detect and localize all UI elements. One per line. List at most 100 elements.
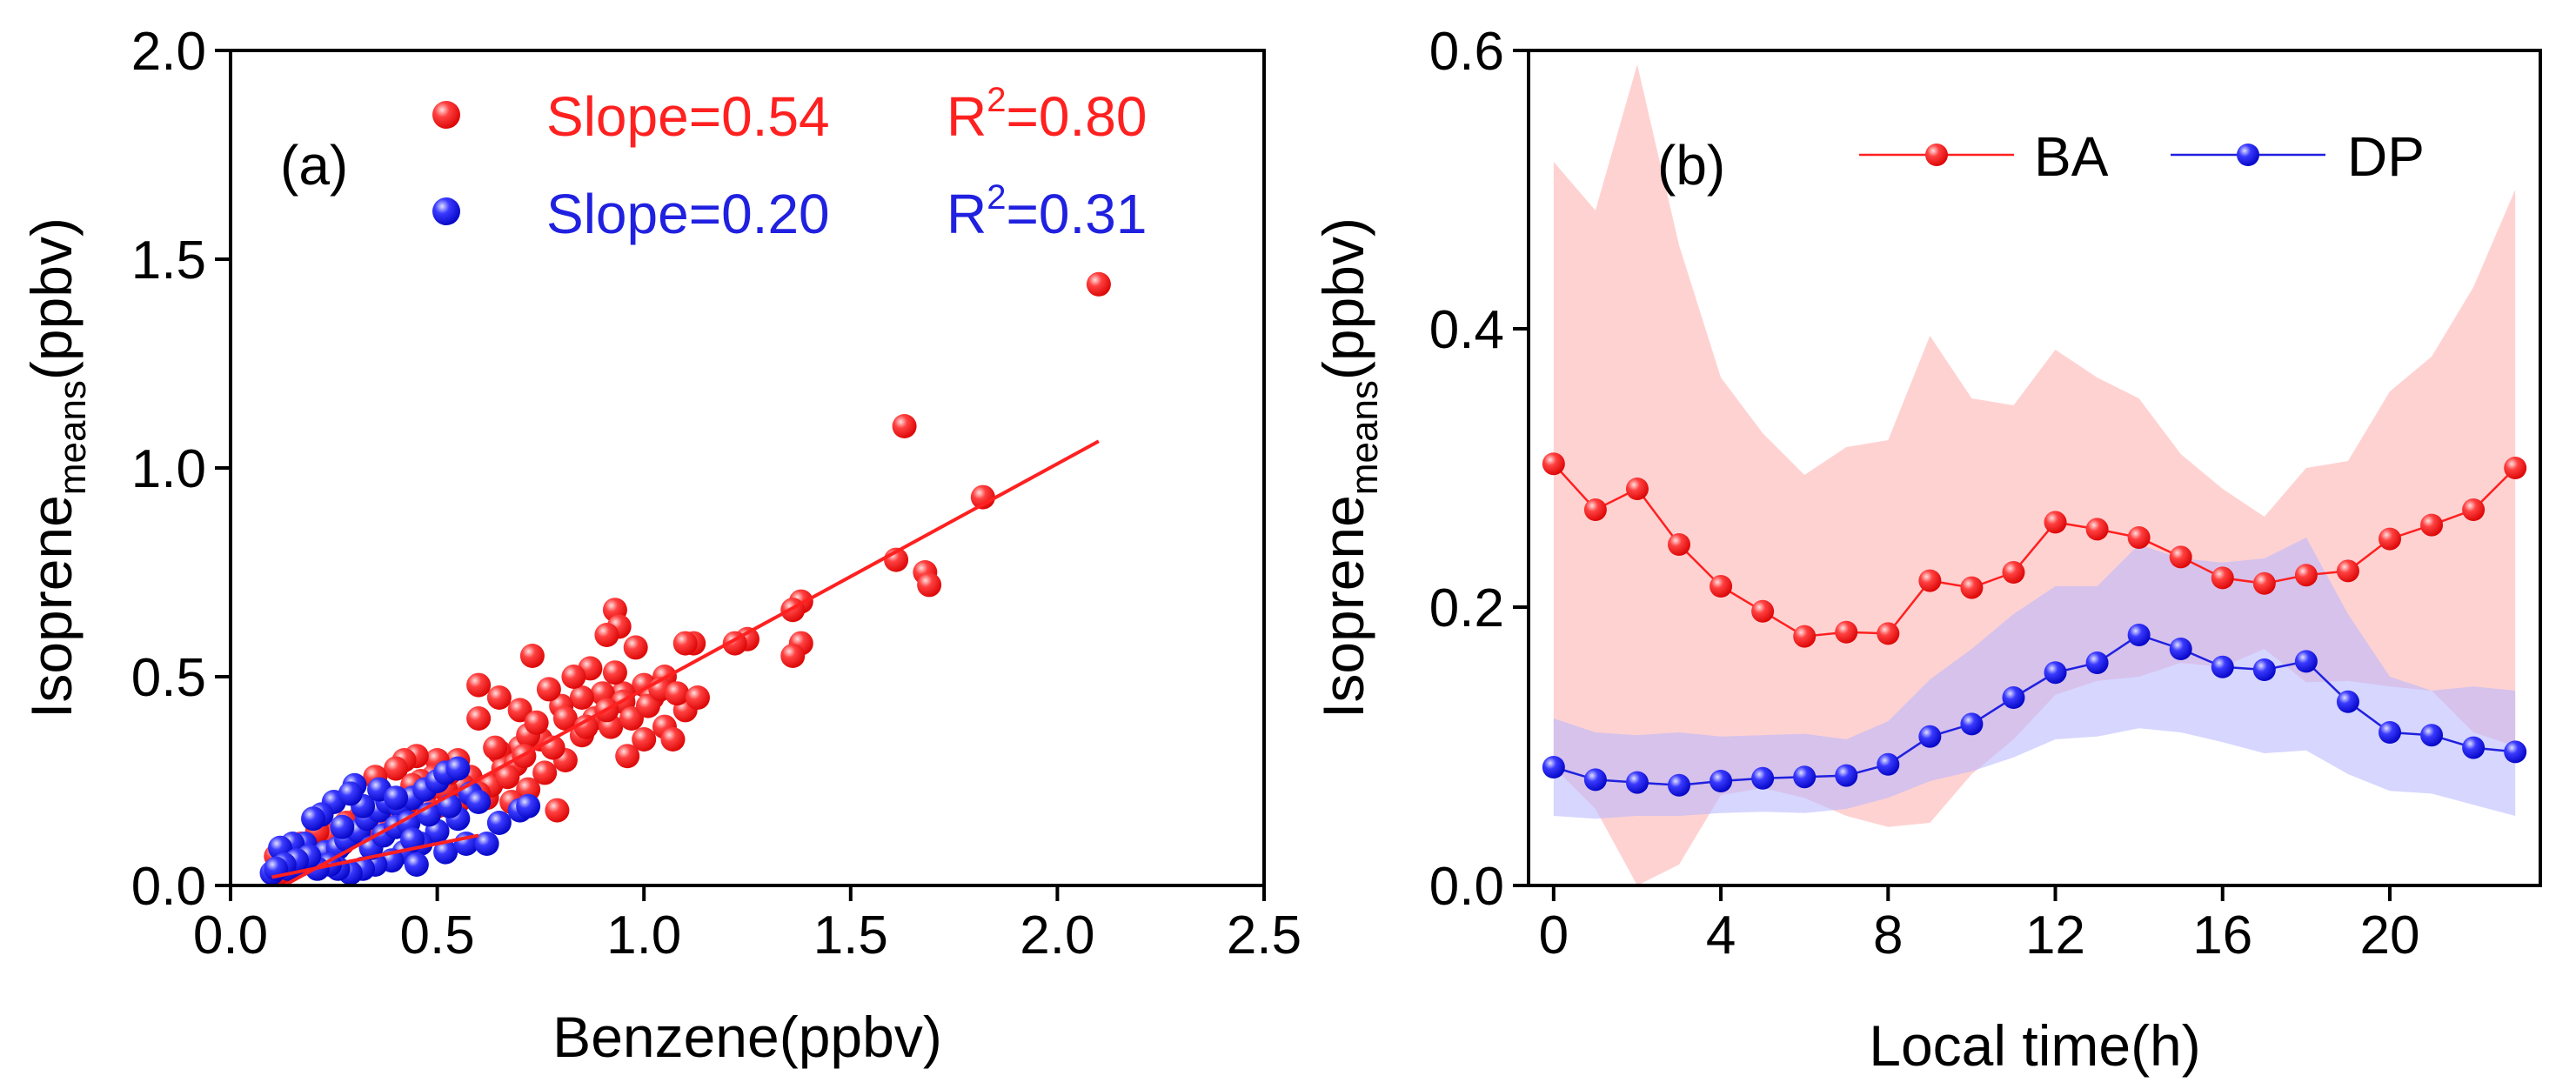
ba-scatter-point	[569, 685, 594, 710]
dp-scatter-point	[384, 785, 409, 811]
ba-scatter-point	[483, 735, 508, 760]
ba-scatter-point	[594, 623, 619, 647]
dp-mean-point	[1668, 773, 1691, 797]
panel-b-label: (b)	[1657, 134, 1725, 197]
ba-mean-point	[2085, 518, 2109, 541]
panel-b-x-tick-label: 20	[2360, 905, 2420, 965]
ba-scatter-point	[573, 714, 599, 739]
dp-mean-point	[2294, 650, 2318, 673]
panel-b-x-tick-label: 12	[2025, 905, 2085, 965]
panel-a-y-tick-label: 0.0	[131, 857, 206, 917]
panel-b-x-ticks: 0 4 8 12 16 20	[1539, 885, 2420, 965]
panel-b-x-tick-label: 8	[1873, 905, 1903, 965]
ba-scatter-point	[917, 572, 942, 598]
ba-scatter-point	[384, 756, 409, 781]
ba-mean-point	[2252, 571, 2276, 595]
legend-ba-point	[1925, 144, 1948, 166]
panel-a-x-axis-label: Benzene(ppbv)	[552, 1005, 942, 1069]
ba-scatter-point	[466, 706, 492, 731]
ba-mean-point	[1710, 575, 1733, 598]
ba-scatter-point	[519, 644, 545, 668]
ba-scatter-point	[685, 685, 710, 710]
ba-mean-point	[1751, 599, 1775, 623]
ba-mean-point	[2504, 457, 2527, 479]
panel-a-y-ticks: 0.0 0.5 1.0 1.5 2.0	[131, 22, 231, 917]
ba-mean-point	[1918, 569, 1942, 592]
panel-b-y-axis-label: Isoprenemeans(ppbv)	[1311, 217, 1386, 718]
dp-mean-point	[2127, 624, 2151, 646]
legend-dp-point	[2237, 144, 2259, 166]
ba-scatter-point	[1086, 271, 1111, 297]
panel-b-y-tick-label: 0.2	[1429, 578, 1504, 638]
ba-scatter-point	[466, 672, 492, 698]
panel-b-y-tick-label: 0.6	[1429, 22, 1504, 82]
dp-scatter-point	[474, 832, 499, 856]
dp-scatter-points	[259, 756, 541, 885]
dp-mean-point	[2504, 740, 2527, 764]
dp-mean-point	[1960, 712, 1984, 736]
ba-scatter-point	[536, 677, 561, 702]
ba-scatter-point	[615, 744, 640, 769]
legend-dp-marker	[432, 197, 460, 225]
panel-a-y-tick-label: 1.0	[131, 439, 206, 499]
dp-scatter-point	[301, 806, 326, 832]
ba-mean-point	[2044, 511, 2067, 534]
ba-scatter-point	[532, 760, 558, 785]
panel-b-frame	[1527, 49, 2542, 887]
ba-mean-point	[1877, 622, 1900, 645]
legend-dp-slope: Slope=0.20	[546, 183, 830, 245]
dp-mean-point	[2169, 638, 2192, 660]
panel-a-y-tick-label: 1.5	[131, 230, 206, 291]
ba-mean-point	[2169, 545, 2192, 569]
ba-mean-point	[1960, 576, 1984, 599]
ba-scatter-point	[507, 698, 532, 723]
ba-mean-point	[1583, 498, 1607, 521]
panel-a-x-ticks: 0.0 0.5 1.0 1.5 2.0 2.5	[193, 885, 1301, 965]
panel-a-x-tick-label: 0.5	[399, 905, 474, 965]
ba-mean-point	[1625, 478, 1649, 500]
ba-mean-point	[2002, 561, 2025, 584]
dp-mean-point	[2044, 661, 2067, 685]
ba-scatter-point	[516, 777, 541, 802]
dp-mean-point	[1835, 764, 1858, 787]
dp-mean-point	[1710, 770, 1733, 792]
dp-mean-point	[1625, 771, 1649, 794]
dp-mean-point	[2378, 721, 2401, 744]
dp-mean-point	[2211, 655, 2234, 678]
dp-mean-point	[2252, 658, 2276, 681]
panel-a-label: (a)	[280, 134, 348, 197]
ba-mean-point	[2127, 526, 2151, 549]
ba-scatter-point	[495, 765, 520, 790]
dp-mean-point	[1918, 725, 1942, 748]
dp-scatter-point	[404, 852, 429, 877]
dp-mean-point	[1751, 766, 1775, 790]
panel-b-y-tick-label: 0.0	[1429, 857, 1504, 917]
ba-mean-point	[2462, 498, 2486, 521]
dp-mean-point	[2002, 686, 2025, 709]
ba-scatter-point	[619, 706, 644, 731]
ba-scatter-point	[635, 693, 660, 718]
ba-mean-point	[2378, 527, 2401, 551]
panel-a-y-tick-label: 0.5	[131, 648, 206, 708]
dp-scatter-point	[433, 839, 458, 865]
panel-a-x-tick-label: 1.5	[813, 905, 888, 965]
panel-b-diurnal: 0 4 8 12 16 20 0.0 0.2 0.4 0.6 (b) BA DP Local t…	[1311, 22, 2542, 1078]
ba-scatter-point	[665, 681, 690, 706]
ba-mean-point	[1793, 625, 1817, 648]
ba-scatter-point	[552, 706, 578, 731]
dp-mean-point	[1877, 752, 1900, 776]
ba-scatter-point	[632, 727, 657, 752]
dp-fit-line	[271, 833, 479, 879]
ba-mean-point	[1542, 452, 1565, 476]
ba-scatter-point	[524, 710, 549, 735]
legend-ba-r2: R2=0.80	[947, 81, 1147, 148]
panel-a-y-axis-label: Isoprenemeans(ppbv)	[19, 217, 94, 718]
dp-mean-point	[1583, 768, 1607, 792]
panel-b-x-axis-label: Local time(h)	[1869, 1013, 2200, 1078]
ba-scatter-point	[486, 685, 512, 710]
ba-mean-point	[2211, 566, 2234, 590]
dp-scatter-point	[437, 793, 462, 818]
panel-a-x-tick-label: 0.0	[193, 905, 268, 965]
ba-mean-point	[2420, 513, 2444, 537]
